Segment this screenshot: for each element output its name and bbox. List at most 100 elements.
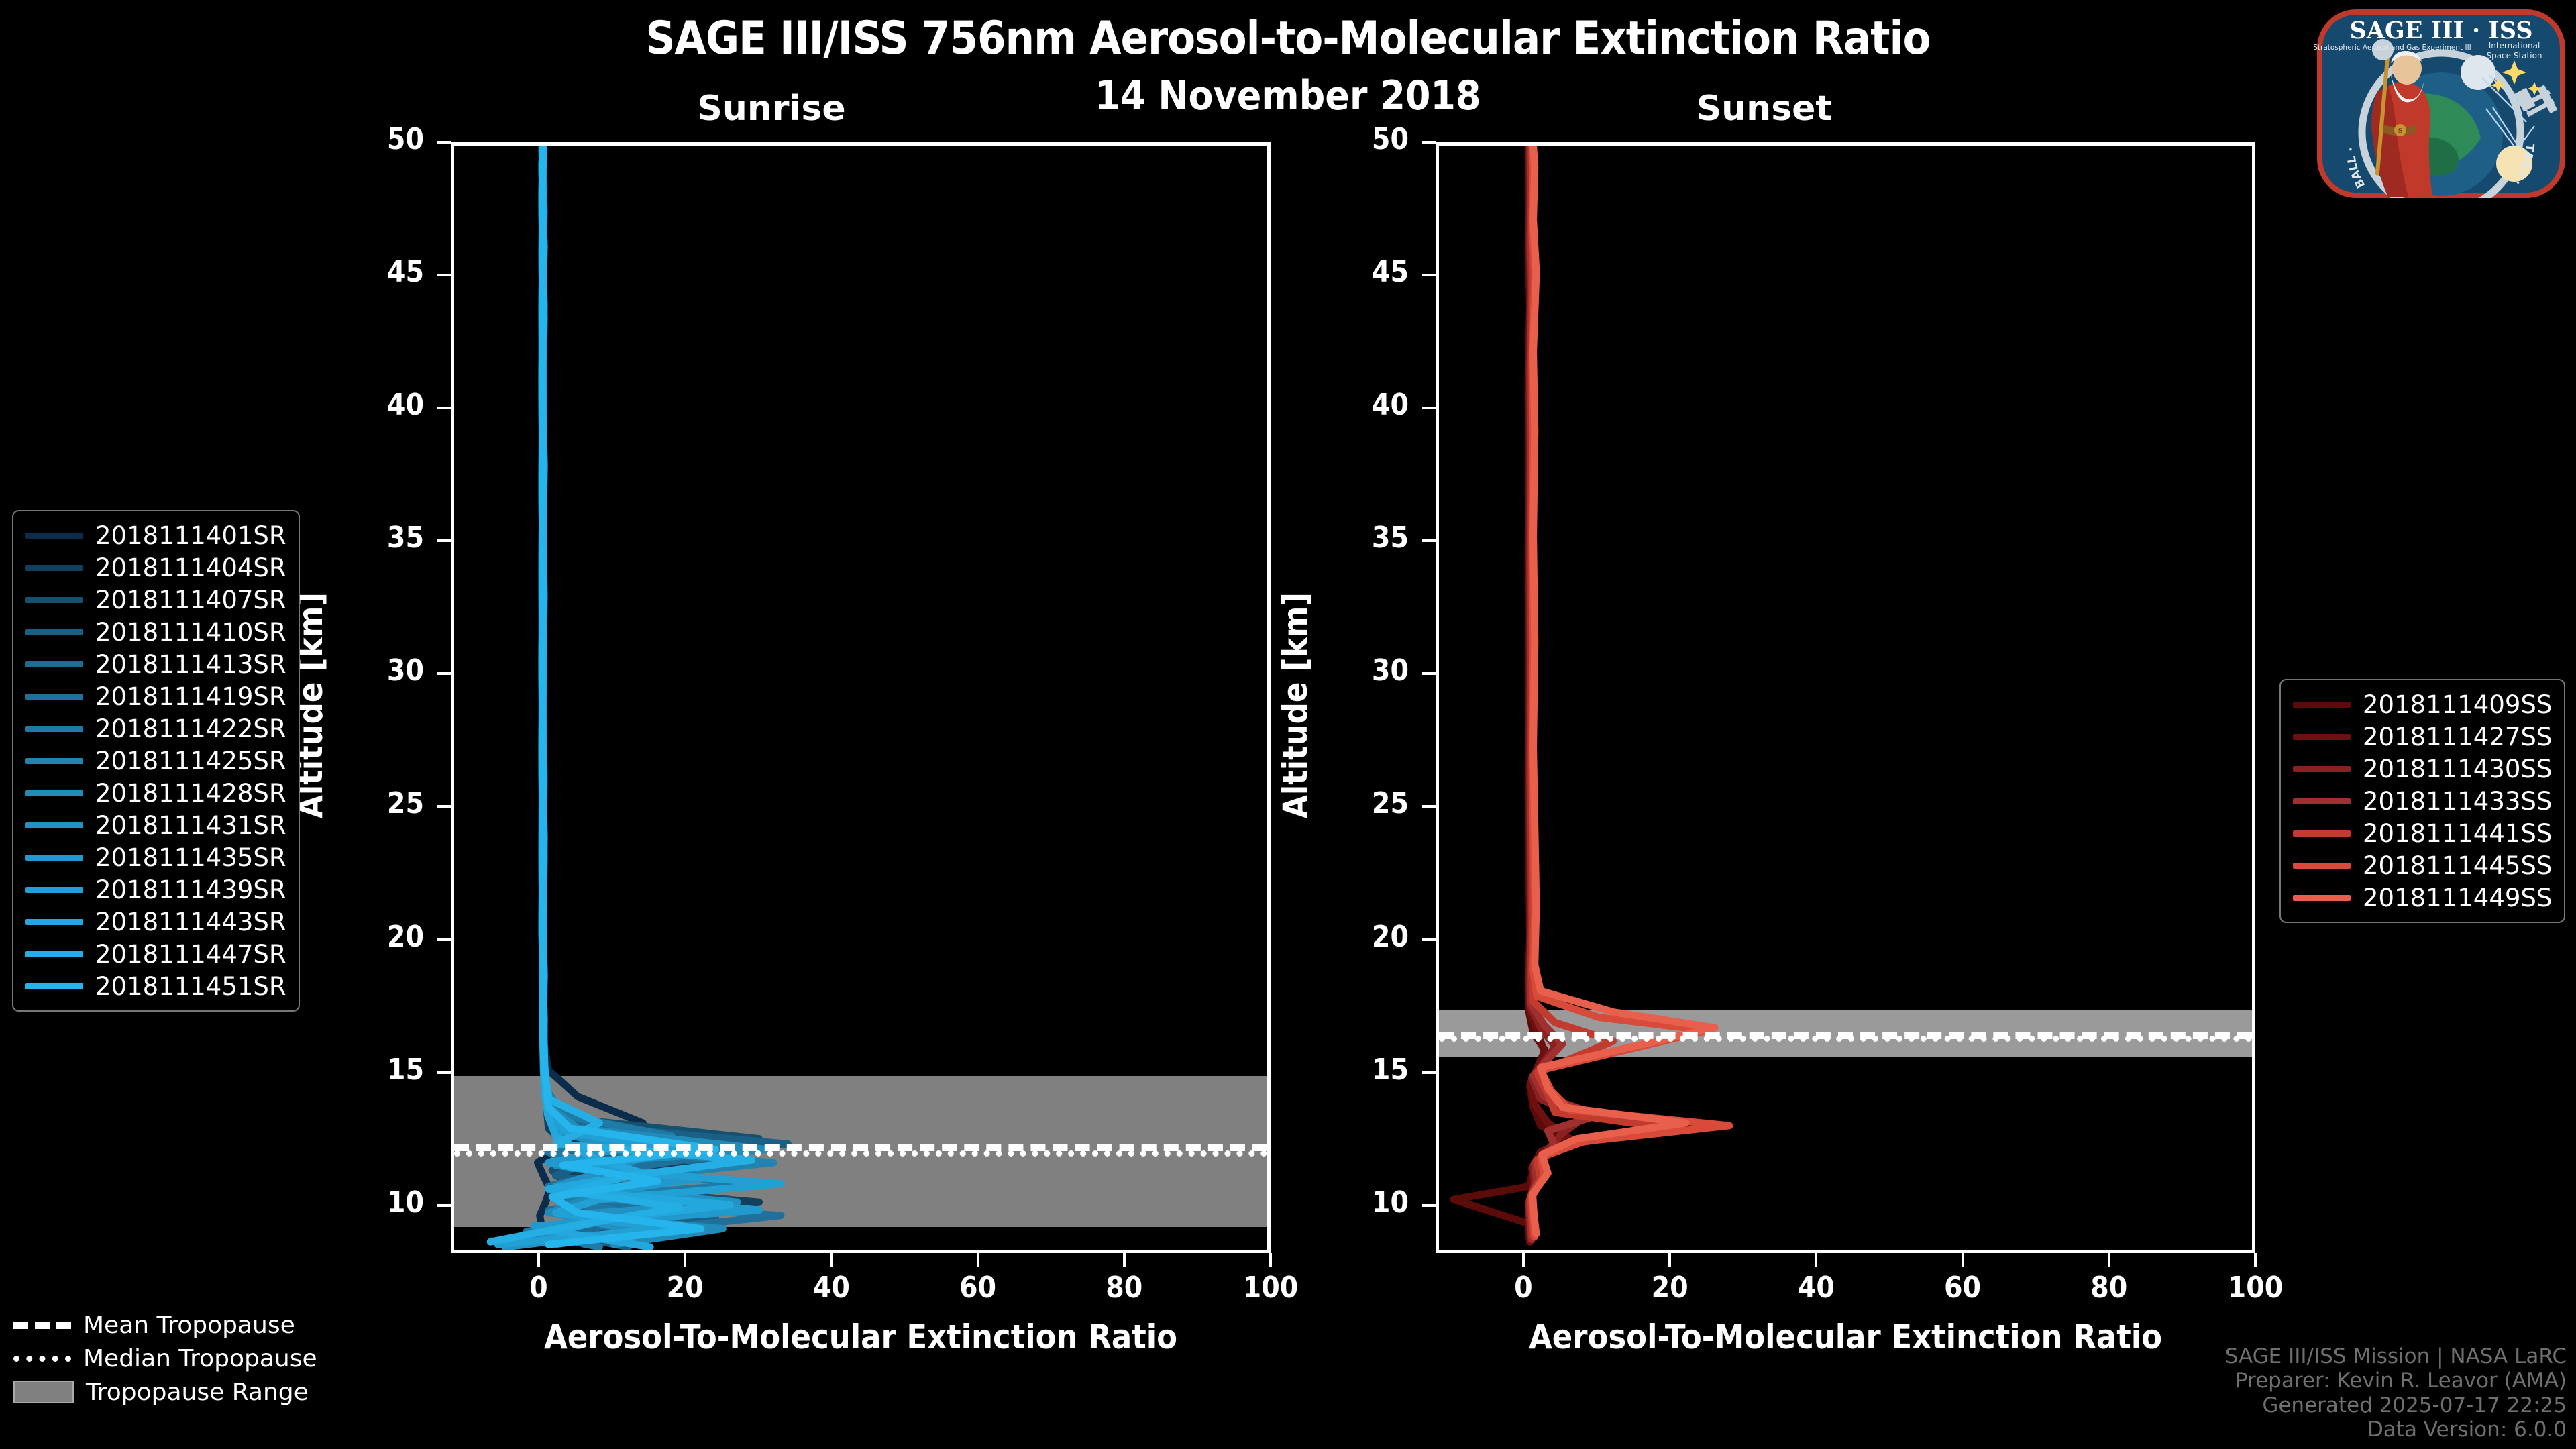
y-tick-label: 10 xyxy=(1371,1185,1409,1220)
legend-sunset[interactable]: 2018111409SS 2018111427SS 2018111430SS 2018… xyxy=(2279,679,2566,923)
logo-subtitle-right-1: International xyxy=(2489,41,2540,50)
y-tick-label: 50 xyxy=(386,122,424,156)
credits-line-version: Data Version: 6.0.0 xyxy=(2367,1417,2567,1442)
x-tick-label: 80 xyxy=(1106,1271,1143,1305)
legend-label-range: Tropopause Range xyxy=(86,1378,309,1406)
x-tick-label: 40 xyxy=(1797,1271,1835,1305)
x-tick-mark xyxy=(1815,1253,1818,1267)
legend-label: 2018111449SS xyxy=(2363,883,2553,912)
credits-line-preparer: Preparer: Kevin R. Leavor (AMA) xyxy=(2235,1368,2567,1393)
panel-header-sunrise: Sunrise xyxy=(697,89,846,129)
x-tick-mark xyxy=(684,1253,687,1267)
legend-label: 2018111433SS xyxy=(2363,786,2553,816)
y-tick-mark xyxy=(437,672,451,676)
x-tick-mark xyxy=(2254,1253,2257,1267)
series-line xyxy=(486,146,756,1246)
x-tick-mark xyxy=(1122,1253,1126,1267)
y-tick-label: 45 xyxy=(1371,255,1409,290)
legend-label: 2018111407SR xyxy=(95,585,286,614)
y-tick-label: 40 xyxy=(386,388,424,423)
legend-item[interactable]: 2018111401SR xyxy=(25,519,286,551)
series-line xyxy=(538,146,770,1248)
legend-item[interactable]: 2018111449SS xyxy=(2293,881,2552,914)
legend-color-swatch xyxy=(25,918,83,925)
x-tick-mark xyxy=(1961,1253,1964,1267)
legend-label: 2018111409SS xyxy=(2363,690,2553,719)
y-tick-label: 25 xyxy=(386,786,424,821)
legend-color-swatch xyxy=(2293,830,2351,837)
legend-color-swatch xyxy=(2293,701,2351,708)
median-tropopause-line xyxy=(454,1150,1267,1157)
y-tick-label: 15 xyxy=(1371,1052,1409,1087)
legend-item[interactable]: 2018111431SR xyxy=(25,809,286,841)
legend-label: 2018111410SR xyxy=(95,617,286,647)
mean-tropopause-line xyxy=(1439,1032,2252,1040)
series-layer xyxy=(1450,146,1733,1246)
legend-item[interactable]: 2018111425SR xyxy=(25,745,286,777)
legend-color-swatch xyxy=(25,532,83,539)
plot-panel-sunset xyxy=(1436,142,2255,1253)
legend-color-swatch xyxy=(25,757,83,764)
dashed-line-icon xyxy=(13,1321,71,1329)
legend-item[interactable]: 2018111439SR xyxy=(25,873,286,906)
legend-item[interactable]: 2018111419SR xyxy=(25,680,286,712)
legend-item[interactable]: 2018111443SR xyxy=(25,906,286,938)
dotted-line-icon xyxy=(13,1355,71,1362)
y-tick-mark xyxy=(1422,1203,1436,1207)
legend-item[interactable]: 2018111451SR xyxy=(25,970,286,1002)
legend-item[interactable]: 2018111410SR xyxy=(25,616,286,648)
legend-color-swatch xyxy=(25,790,83,796)
legend-color-swatch xyxy=(25,564,83,571)
legend-item[interactable]: 2018111409SS xyxy=(2293,688,2552,720)
legend-item[interactable]: 2018111427SS xyxy=(2293,720,2552,753)
y-tick-mark xyxy=(437,141,451,144)
legend-color-swatch xyxy=(2293,765,2351,772)
y-tick-mark xyxy=(1422,141,1436,144)
legend-label: 2018111431SR xyxy=(95,810,286,840)
legend-item[interactable]: 2018111445SS xyxy=(2293,849,2552,881)
legend-item[interactable]: 2018111433SS xyxy=(2293,785,2552,817)
logo-title: SAGE III · ISS xyxy=(2349,17,2532,44)
legend-label-median: Median Tropopause xyxy=(83,1344,317,1373)
y-tick-mark xyxy=(437,805,451,808)
legend-item[interactable]: 2018111435SR xyxy=(25,841,286,873)
legend-item[interactable]: 2018111441SS xyxy=(2293,817,2552,849)
y-tick-label: 30 xyxy=(386,653,424,688)
legend-item[interactable]: 2018111413SR xyxy=(25,648,286,680)
y-tick-label: 30 xyxy=(1371,653,1409,688)
legend-item[interactable]: 2018111404SR xyxy=(25,551,286,584)
series-line xyxy=(538,146,720,1248)
legend-color-swatch xyxy=(25,951,83,957)
x-tick-label: 0 xyxy=(529,1271,548,1305)
legend-label: 2018111430SS xyxy=(2363,754,2553,784)
legend-color-swatch xyxy=(25,854,83,861)
plot-panel-sunrise xyxy=(451,142,1271,1253)
legend-item[interactable]: 2018111430SS xyxy=(2293,753,2552,785)
y-tick-mark xyxy=(437,938,451,941)
legend-color-swatch xyxy=(2293,733,2351,740)
series-line xyxy=(1528,146,1733,1240)
legend-item[interactable]: 2018111422SR xyxy=(25,712,286,745)
y-tick-mark xyxy=(1422,539,1436,543)
y-tick-mark xyxy=(437,274,451,277)
x-axis-title: Aerosol-To-Molecular Extinction Ratio xyxy=(1528,1318,2163,1356)
x-tick-label: 40 xyxy=(812,1271,850,1305)
legend-item[interactable]: 2018111407SR xyxy=(25,584,286,616)
legend-color-swatch xyxy=(25,725,83,732)
legend-item[interactable]: 2018111428SR xyxy=(25,777,286,809)
series-line xyxy=(538,146,734,1250)
x-tick-label: 100 xyxy=(1242,1271,1299,1305)
legend-color-swatch xyxy=(25,822,83,828)
logo-subtitle-left: Stratospheric Aerosol and Gas Experiment… xyxy=(2313,44,2471,52)
y-tick-mark xyxy=(1422,805,1436,808)
credits-line-mission: SAGE III/ISS Mission | NASA LaRC xyxy=(2224,1344,2567,1368)
y-tick-mark xyxy=(437,1071,451,1074)
legend-sunrise[interactable]: 2018111401SR 2018111404SR 2018111407SR 2018… xyxy=(12,510,300,1012)
y-tick-mark xyxy=(1422,274,1436,277)
x-tick-mark xyxy=(976,1253,979,1267)
legend-label: 2018111441SS xyxy=(2363,818,2553,848)
x-tick-mark xyxy=(1269,1253,1272,1267)
series-line xyxy=(534,146,647,1246)
legend-tropopause: Mean Tropopause Median Tropopause Tropop… xyxy=(13,1308,317,1409)
legend-item[interactable]: 2018111447SR xyxy=(25,938,286,970)
